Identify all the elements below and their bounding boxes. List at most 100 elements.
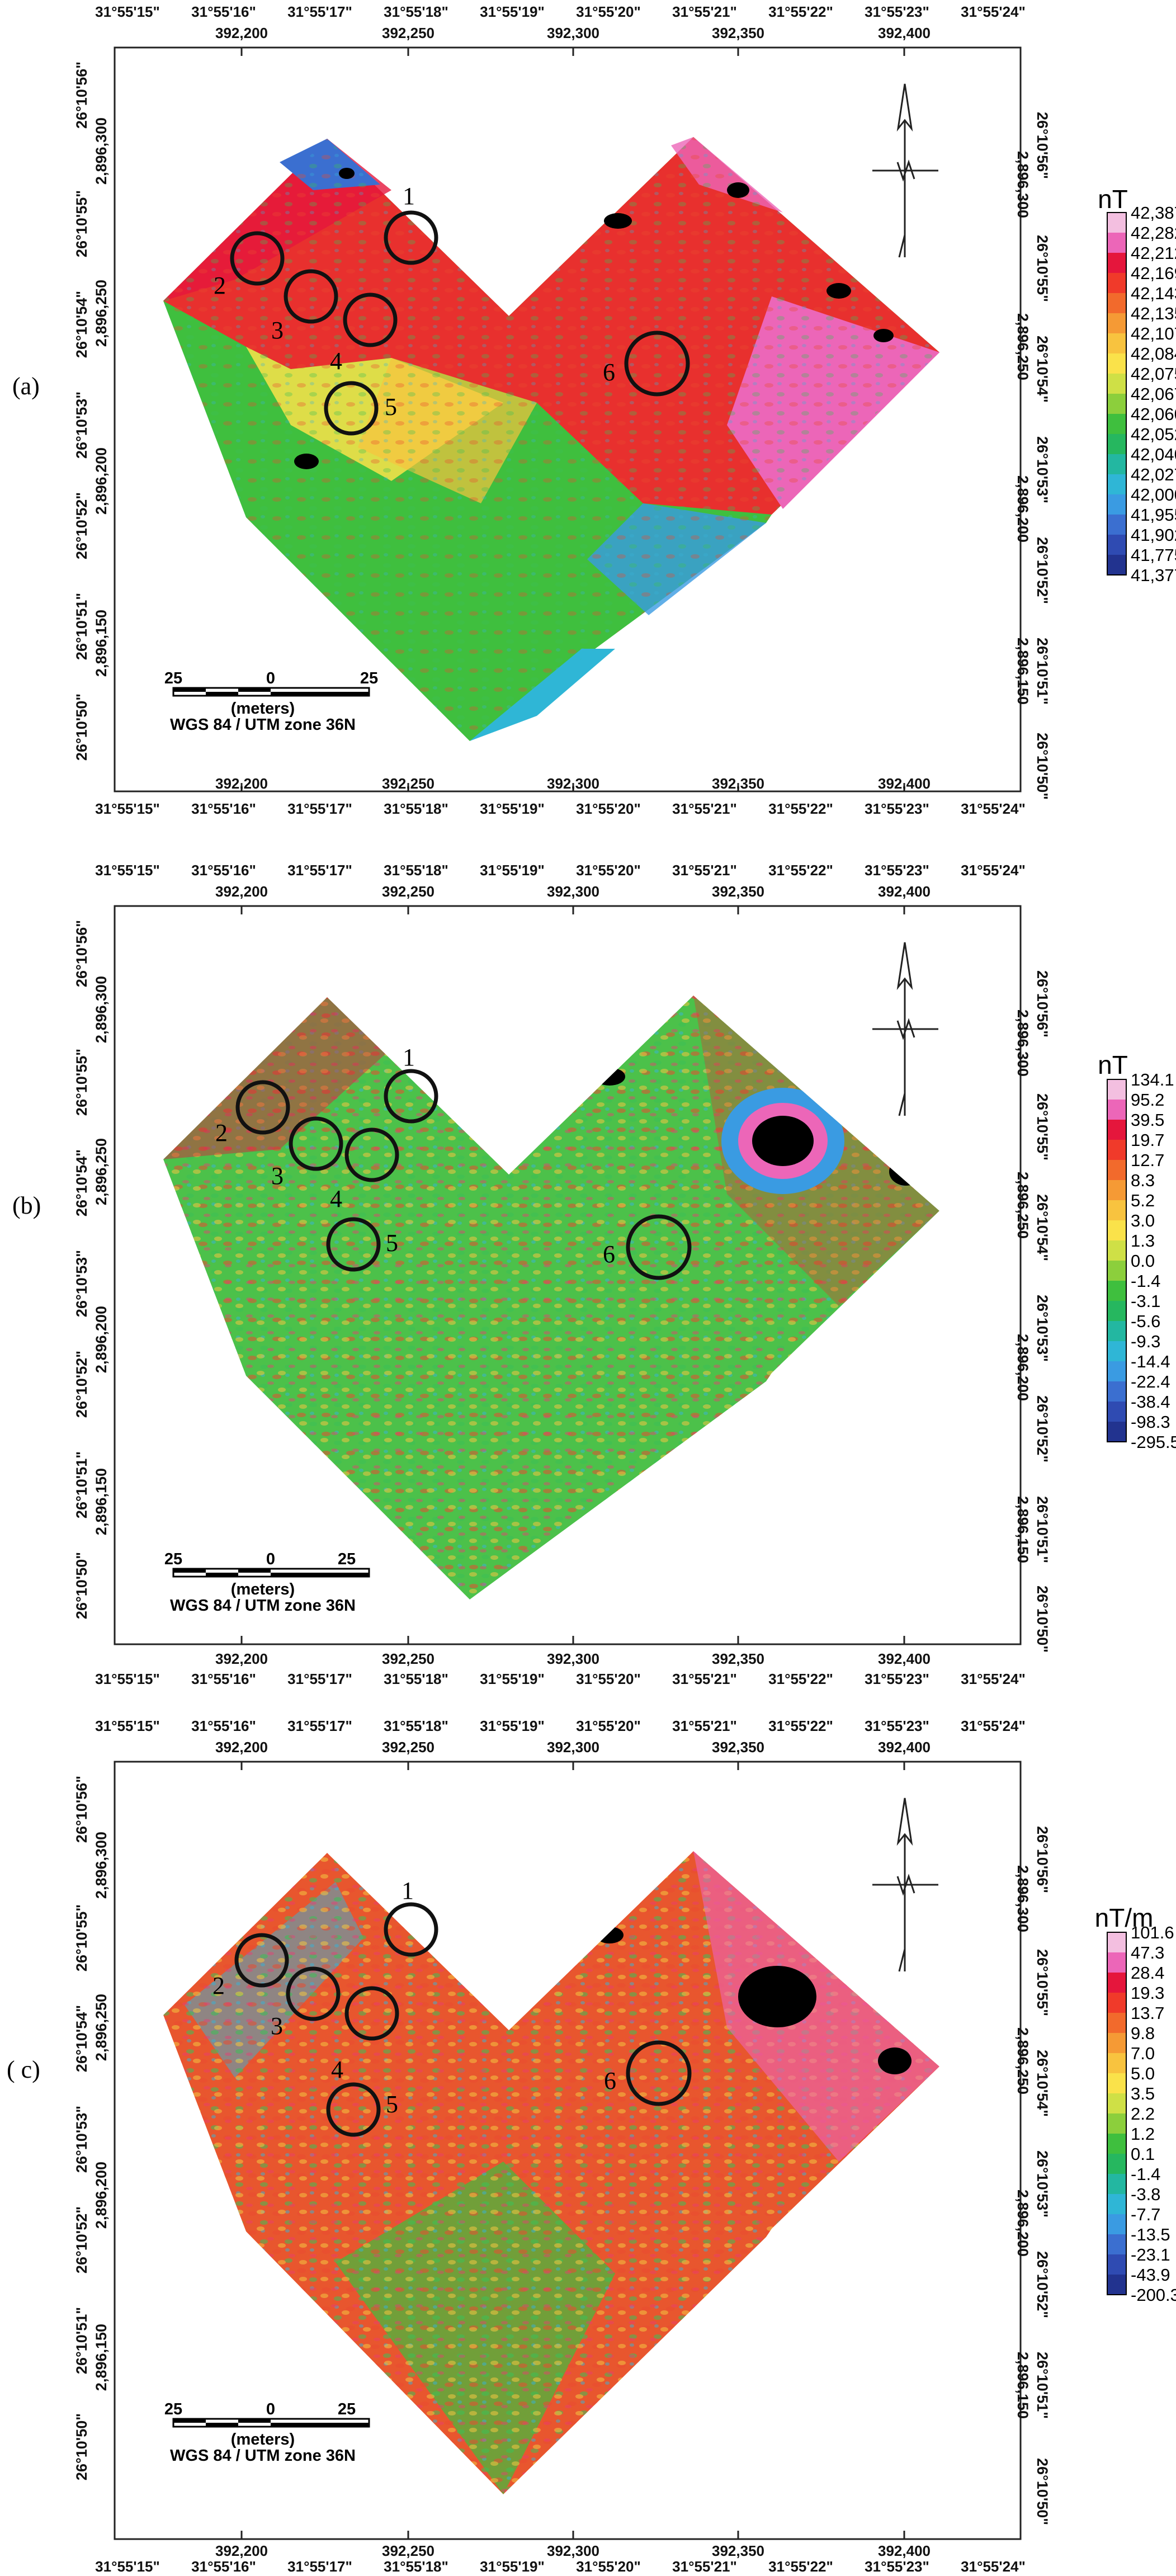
colorbar-value: 42,060 xyxy=(1131,404,1176,424)
anomaly-number: 2 xyxy=(215,1119,228,1147)
colorbar-value: 19.3 xyxy=(1131,1983,1164,2003)
scale-bar: 25 0 25 (meters) WGS 84 / UTM zone 36N xyxy=(164,669,378,734)
lon-label: 31°55'20" xyxy=(576,862,641,879)
colorbar-unit: nT xyxy=(1098,1050,1128,1079)
anomaly-circle-2 xyxy=(234,1933,289,1988)
colorbar-value: 41,377 xyxy=(1131,565,1176,585)
anomaly-number: 5 xyxy=(386,2091,398,2118)
easting-label: 392,250 xyxy=(382,25,434,41)
colorbar-value: 0.0 xyxy=(1131,1251,1155,1271)
colorbar-value: 42,027 xyxy=(1131,465,1176,484)
colorbar-value: 39.5 xyxy=(1131,1110,1164,1130)
colorbar-swatch xyxy=(1107,374,1126,394)
scale-tick-label: 0 xyxy=(266,669,275,687)
colorbar-value: 0.1 xyxy=(1131,2144,1155,2164)
lon-label: 31°55'24" xyxy=(961,862,1026,879)
northing-label-right: 2,896,150 xyxy=(1014,1496,1031,1563)
lon-label: 31°55'24" xyxy=(961,1718,1026,1734)
anomaly-circle-1 xyxy=(384,1069,438,1124)
anomaly-circle-3 xyxy=(284,269,338,324)
lon-label: 31°55'18" xyxy=(384,800,448,817)
colorbar-swatch xyxy=(1107,2275,1126,2295)
lat-label: 26°10'54" xyxy=(73,2005,90,2072)
anomaly-number: 6 xyxy=(604,2067,616,2094)
lat-label-right: 26°10'52" xyxy=(1034,2251,1051,2318)
northing-label: 2,896,150 xyxy=(93,610,110,677)
lon-label: 31°55'23" xyxy=(865,1671,929,1687)
lon-label: 31°55'23" xyxy=(865,3,929,20)
anomaly-circle-6 xyxy=(626,2040,692,2106)
colorbar-value: -7.7 xyxy=(1131,2205,1160,2224)
lon-label: 31°55'17" xyxy=(287,3,352,20)
colorbar-swatch xyxy=(1107,494,1126,515)
colorbar-unit: nT/m xyxy=(1095,1903,1154,1932)
lat-label: 26°10'53" xyxy=(73,1250,90,1317)
lon-label: 31°55'24" xyxy=(961,1671,1026,1687)
colorbar-value: 42,387 xyxy=(1131,203,1176,223)
colorbar-swatch xyxy=(1107,1402,1126,1422)
colorbar-value: 2.2 xyxy=(1131,2104,1155,2124)
lon-label: 31°55'22" xyxy=(768,862,833,879)
colorbar: 42,38742,28242,21242,16942,14342,13542,1… xyxy=(1107,203,1176,585)
lon-label: 31°55'22" xyxy=(768,2558,833,2575)
anomaly-circle-3 xyxy=(286,1966,341,2021)
lat-label: 26°10'50" xyxy=(73,1552,90,1619)
lon-label: 31°55'20" xyxy=(576,2558,641,2575)
lon-label: 31°55'21" xyxy=(672,1671,737,1687)
scale-tick-label: 25 xyxy=(164,669,182,687)
lon-label: 31°55'18" xyxy=(384,3,448,20)
northing-label: 2,896,250 xyxy=(93,1994,110,2061)
lon-label: 31°55'21" xyxy=(672,862,737,879)
northing-label-right: 2,896,250 xyxy=(1014,1172,1031,1239)
scale-tick-label: 25 xyxy=(360,669,378,687)
lat-label: 26°10'50" xyxy=(73,2413,90,2480)
easting-label: 392,300 xyxy=(547,1739,599,1756)
lon-label: 31°55'19" xyxy=(480,862,545,879)
colorbar: 101.647.328.419.313.79.87.05.03.52.21.20… xyxy=(1107,1923,1176,2305)
colorbar-value: 12.7 xyxy=(1131,1150,1164,1170)
lat-label-right: 26°10'52" xyxy=(1034,1395,1051,1462)
anomaly-number: 4 xyxy=(330,347,342,375)
lon-label: 31°55'16" xyxy=(191,800,256,817)
colorbar-value: 5.0 xyxy=(1131,2064,1155,2083)
easting-label: 392,350 xyxy=(712,883,764,900)
easting-label: 392,300 xyxy=(547,1650,599,1667)
panel-label: (b) xyxy=(12,1192,41,1219)
colorbar-swatch xyxy=(1107,2254,1126,2275)
scale-tick-label: 25 xyxy=(164,1550,182,1568)
colorbar-swatch xyxy=(1107,1100,1126,1120)
crs-label: WGS 84 / UTM zone 36N xyxy=(170,2447,356,2465)
lon-label: 31°55'21" xyxy=(672,1718,737,1734)
colorbar-swatch xyxy=(1107,1321,1126,1341)
northing-label-right: 2,896,150 xyxy=(1014,2352,1031,2419)
colorbar-swatch xyxy=(1107,2013,1126,2033)
colorbar-value: 42,075 xyxy=(1131,364,1176,384)
northing-label-right: 2,896,150 xyxy=(1014,638,1031,705)
easting-label: 392,200 xyxy=(215,883,268,900)
colorbar-swatch xyxy=(1107,353,1126,374)
easting-label: 392,250 xyxy=(382,1739,434,1756)
colorbar-value: -13.5 xyxy=(1131,2225,1170,2244)
anomaly-circle-4 xyxy=(343,292,398,347)
anomaly-number: 5 xyxy=(386,1229,398,1257)
colorbar-value: 42,040 xyxy=(1131,445,1176,464)
lon-label: 31°55'17" xyxy=(287,862,352,879)
easting-label: 392,350 xyxy=(712,1739,764,1756)
lat-label: 26°10'55" xyxy=(73,1049,90,1116)
anomaly-circle-6 xyxy=(624,331,690,397)
colorbar-value: 42,282 xyxy=(1131,223,1176,243)
colorbar-swatch xyxy=(1107,2113,1126,2134)
colorbar-value: 8.3 xyxy=(1131,1171,1155,1190)
colorbar-frame xyxy=(1107,1079,1127,1442)
northing-label-right: 2,896,200 xyxy=(1014,2190,1031,2257)
lon-label: 31°55'24" xyxy=(961,800,1026,817)
easting-label: 392,400 xyxy=(878,883,931,900)
panel-c: 31°55'15" 31°55'16" 31°55'17" 31°55'18" … xyxy=(7,1718,1176,2575)
colorbar-swatch xyxy=(1107,1281,1126,1301)
colorbar-value: 42,212 xyxy=(1131,243,1176,263)
anomaly-circle-5 xyxy=(324,381,379,436)
lon-label: 31°55'19" xyxy=(480,3,545,20)
northing-label-right: 2,896,200 xyxy=(1014,1334,1031,1401)
lat-label-right: 26°10'54" xyxy=(1034,2050,1051,2117)
lon-label: 31°55'20" xyxy=(576,1718,641,1734)
